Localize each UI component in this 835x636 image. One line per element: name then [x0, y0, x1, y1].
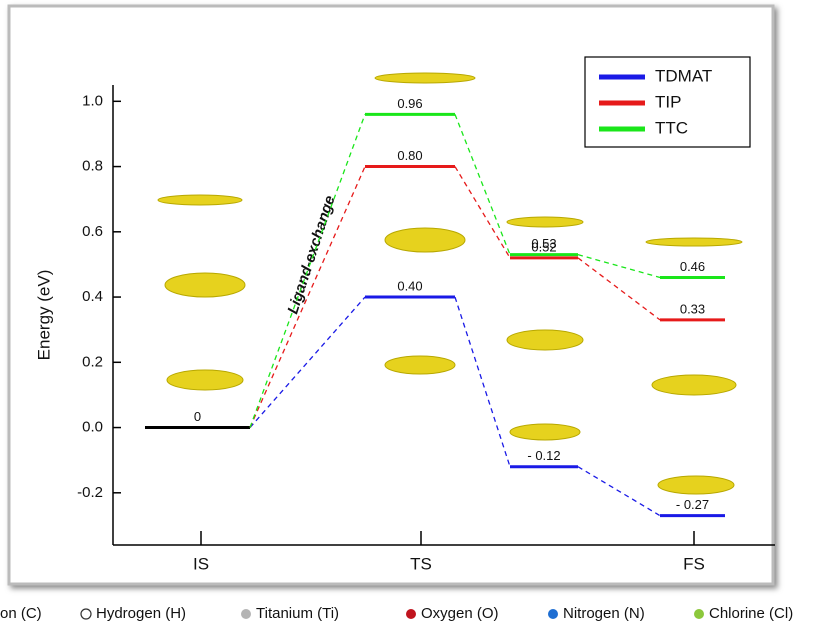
atom-dot [694, 609, 704, 619]
connector [454, 296, 511, 467]
y-tick-label: 0.6 [82, 223, 103, 240]
connector [249, 296, 366, 428]
y-tick-label: -0.2 [77, 484, 103, 501]
legend-label: TIP [655, 92, 681, 111]
atom-dot [241, 609, 251, 619]
x-tick-label: TS [410, 554, 432, 573]
y-tick-label: 1.0 [82, 92, 103, 109]
y-tick-label: 0.4 [82, 288, 103, 305]
y-tick-label: 0.8 [82, 158, 103, 175]
legend-label: TDMAT [655, 66, 712, 85]
molecule-sketches [157, 72, 743, 495]
value-label: 0.52 [531, 239, 556, 254]
y-tick-label: 0.2 [82, 353, 103, 370]
value-label: 0.40 [397, 278, 422, 293]
value-label: - 0.27 [676, 497, 709, 512]
value-label: 0.80 [397, 148, 422, 163]
atom-dot [80, 608, 92, 620]
value-label: 0.96 [397, 96, 422, 111]
legend-label: TTC [655, 118, 688, 137]
connector [577, 466, 661, 517]
atom-dot [406, 609, 416, 619]
value-label: 0.53 [531, 236, 556, 251]
x-tick-label: FS [683, 554, 705, 573]
value-label: - 0.12 [527, 448, 560, 463]
connector [249, 114, 366, 428]
connector [249, 166, 366, 428]
connector [577, 257, 661, 321]
atom-label: on (C) [0, 605, 42, 622]
y-axis-label: Energy (eV) [34, 270, 53, 361]
value-label: 0 [194, 409, 201, 424]
value-label: 0.46 [680, 259, 705, 274]
atom-label: Titanium (Ti) [256, 605, 339, 622]
atom-dot [548, 609, 558, 619]
atom-label: Hydrogen (H) [96, 605, 186, 622]
atom-label: Oxygen (O) [421, 605, 499, 622]
atom-label: Chlorine (Cl) [709, 605, 793, 622]
atom-label: Nitrogen (N) [563, 605, 645, 622]
x-tick-label: IS [193, 554, 209, 573]
connector [454, 114, 511, 255]
value-label: 0.33 [680, 301, 705, 316]
y-tick-label: 0.0 [82, 419, 103, 436]
